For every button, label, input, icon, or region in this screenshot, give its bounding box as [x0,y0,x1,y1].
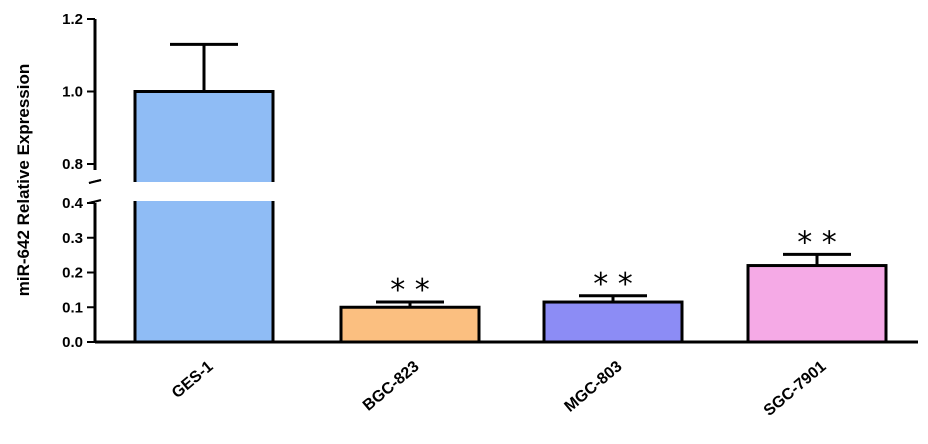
axis-break-gap [91,182,291,201]
y-tick-label: 1.2 [62,11,83,28]
significance-marker: * * [797,225,837,260]
bar [133,90,275,344]
y-tick-label: 0.3 [62,230,83,247]
bar [746,264,888,344]
x-tick-label: MGC-803 [562,358,626,416]
significance-marker: * * [390,273,430,308]
y-tick-label: 0.4 [62,195,84,212]
axis-break-mark [88,199,102,204]
axis-break-mark [88,179,102,184]
significance-marker: * * [593,267,633,302]
bar [542,300,684,344]
y-tick-label: 1.0 [62,84,83,101]
x-tick-label: GES-1 [169,358,217,402]
x-tick-label: SGC-7901 [761,358,830,420]
y-axis-label: miR-642 Relative Expression [14,64,33,296]
bar [339,305,481,344]
y-tick-label: 0.0 [62,334,83,351]
x-tick-label: BGC-823 [360,358,423,415]
y-tick-label: 0.8 [62,156,83,173]
y-tick-label: 0.2 [62,265,83,282]
y-tick-label: 0.1 [62,299,83,316]
